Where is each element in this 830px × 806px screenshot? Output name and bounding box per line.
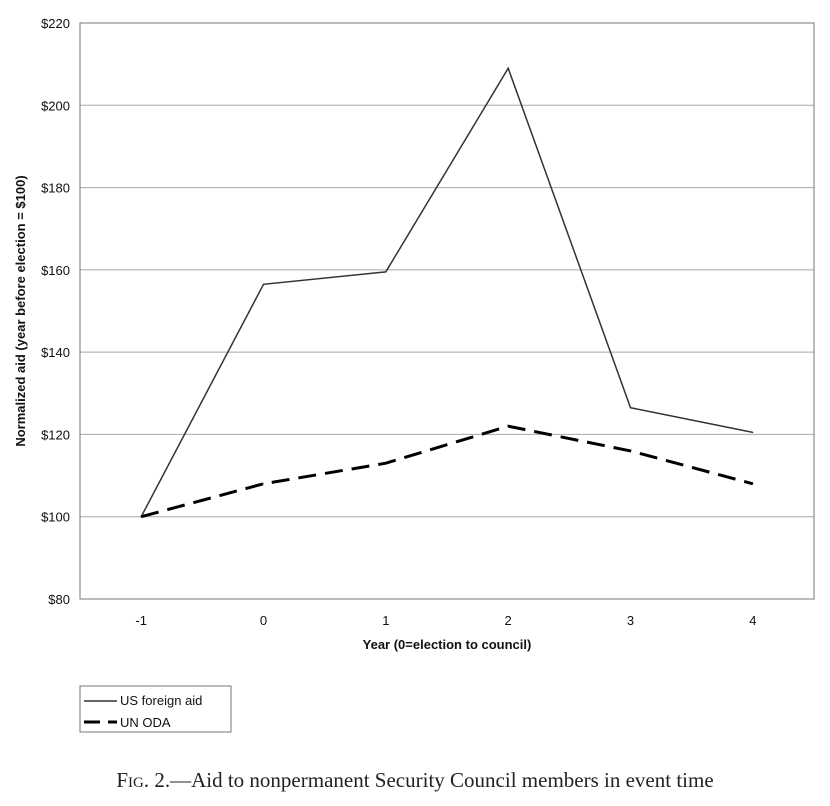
legend-label-us-foreign-aid: US foreign aid [120, 693, 202, 708]
y-tick-label: $180 [41, 181, 70, 196]
series-line-us-foreign-aid [140, 66, 753, 518]
y-tick-label: $140 [41, 345, 70, 360]
point-us-foreign-aid [752, 431, 754, 433]
series-lines [140, 66, 754, 519]
point-un-oda [630, 450, 631, 452]
figure-number: Fig. 2. [116, 768, 171, 792]
point-un-oda [263, 483, 264, 485]
point-un-oda [507, 425, 509, 427]
x-tick-label: 0 [260, 613, 267, 628]
y-tick-label: $100 [41, 510, 70, 525]
x-tick-label: 4 [749, 613, 756, 628]
y-tick-label: $80 [48, 592, 70, 607]
y-axis-title: Normalized aid (year before election = $… [13, 175, 28, 446]
legend: US foreign aid UN ODA [79, 685, 232, 733]
point-un-oda [140, 516, 142, 518]
x-tick-label: 3 [627, 613, 634, 628]
figure-caption-text: —Aid to nonpermanent Security Council me… [170, 768, 714, 792]
point-us-foreign-aid [385, 271, 387, 273]
chart: $80$100$120$140$160$180$200$220 -1 0 1 2 3 4 … [13, 16, 815, 733]
y-tick-label: $120 [41, 427, 70, 442]
x-axis-title: Year (0=election to council) [363, 637, 532, 652]
gridlines [80, 104, 814, 518]
legend-label-un-oda: UN ODA [120, 715, 171, 730]
point-un-oda [385, 462, 387, 464]
x-tick-label: 2 [505, 613, 512, 628]
figure-caption: Fig. 2.—Aid to nonpermanent Security Cou… [0, 768, 830, 793]
y-tick-labels: $80 $100 $120 $140 $160 $180 $200 $220 [41, 16, 70, 607]
y-tick-label: $200 [41, 98, 70, 113]
x-tick-labels: -1 0 1 2 3 4 [135, 613, 756, 628]
point-us-foreign-aid [507, 67, 509, 69]
x-tick-label: 1 [382, 613, 389, 628]
plot-area-frame [79, 22, 815, 600]
series-line-un-oda [140, 424, 754, 519]
y-tick-label: $220 [41, 16, 70, 31]
x-tick-label: -1 [135, 613, 147, 628]
point-us-foreign-aid [630, 407, 631, 409]
y-tick-label: $160 [41, 263, 70, 278]
legend-box [79, 685, 232, 733]
point-us-foreign-aid [263, 283, 264, 285]
point-un-oda [752, 483, 754, 485]
